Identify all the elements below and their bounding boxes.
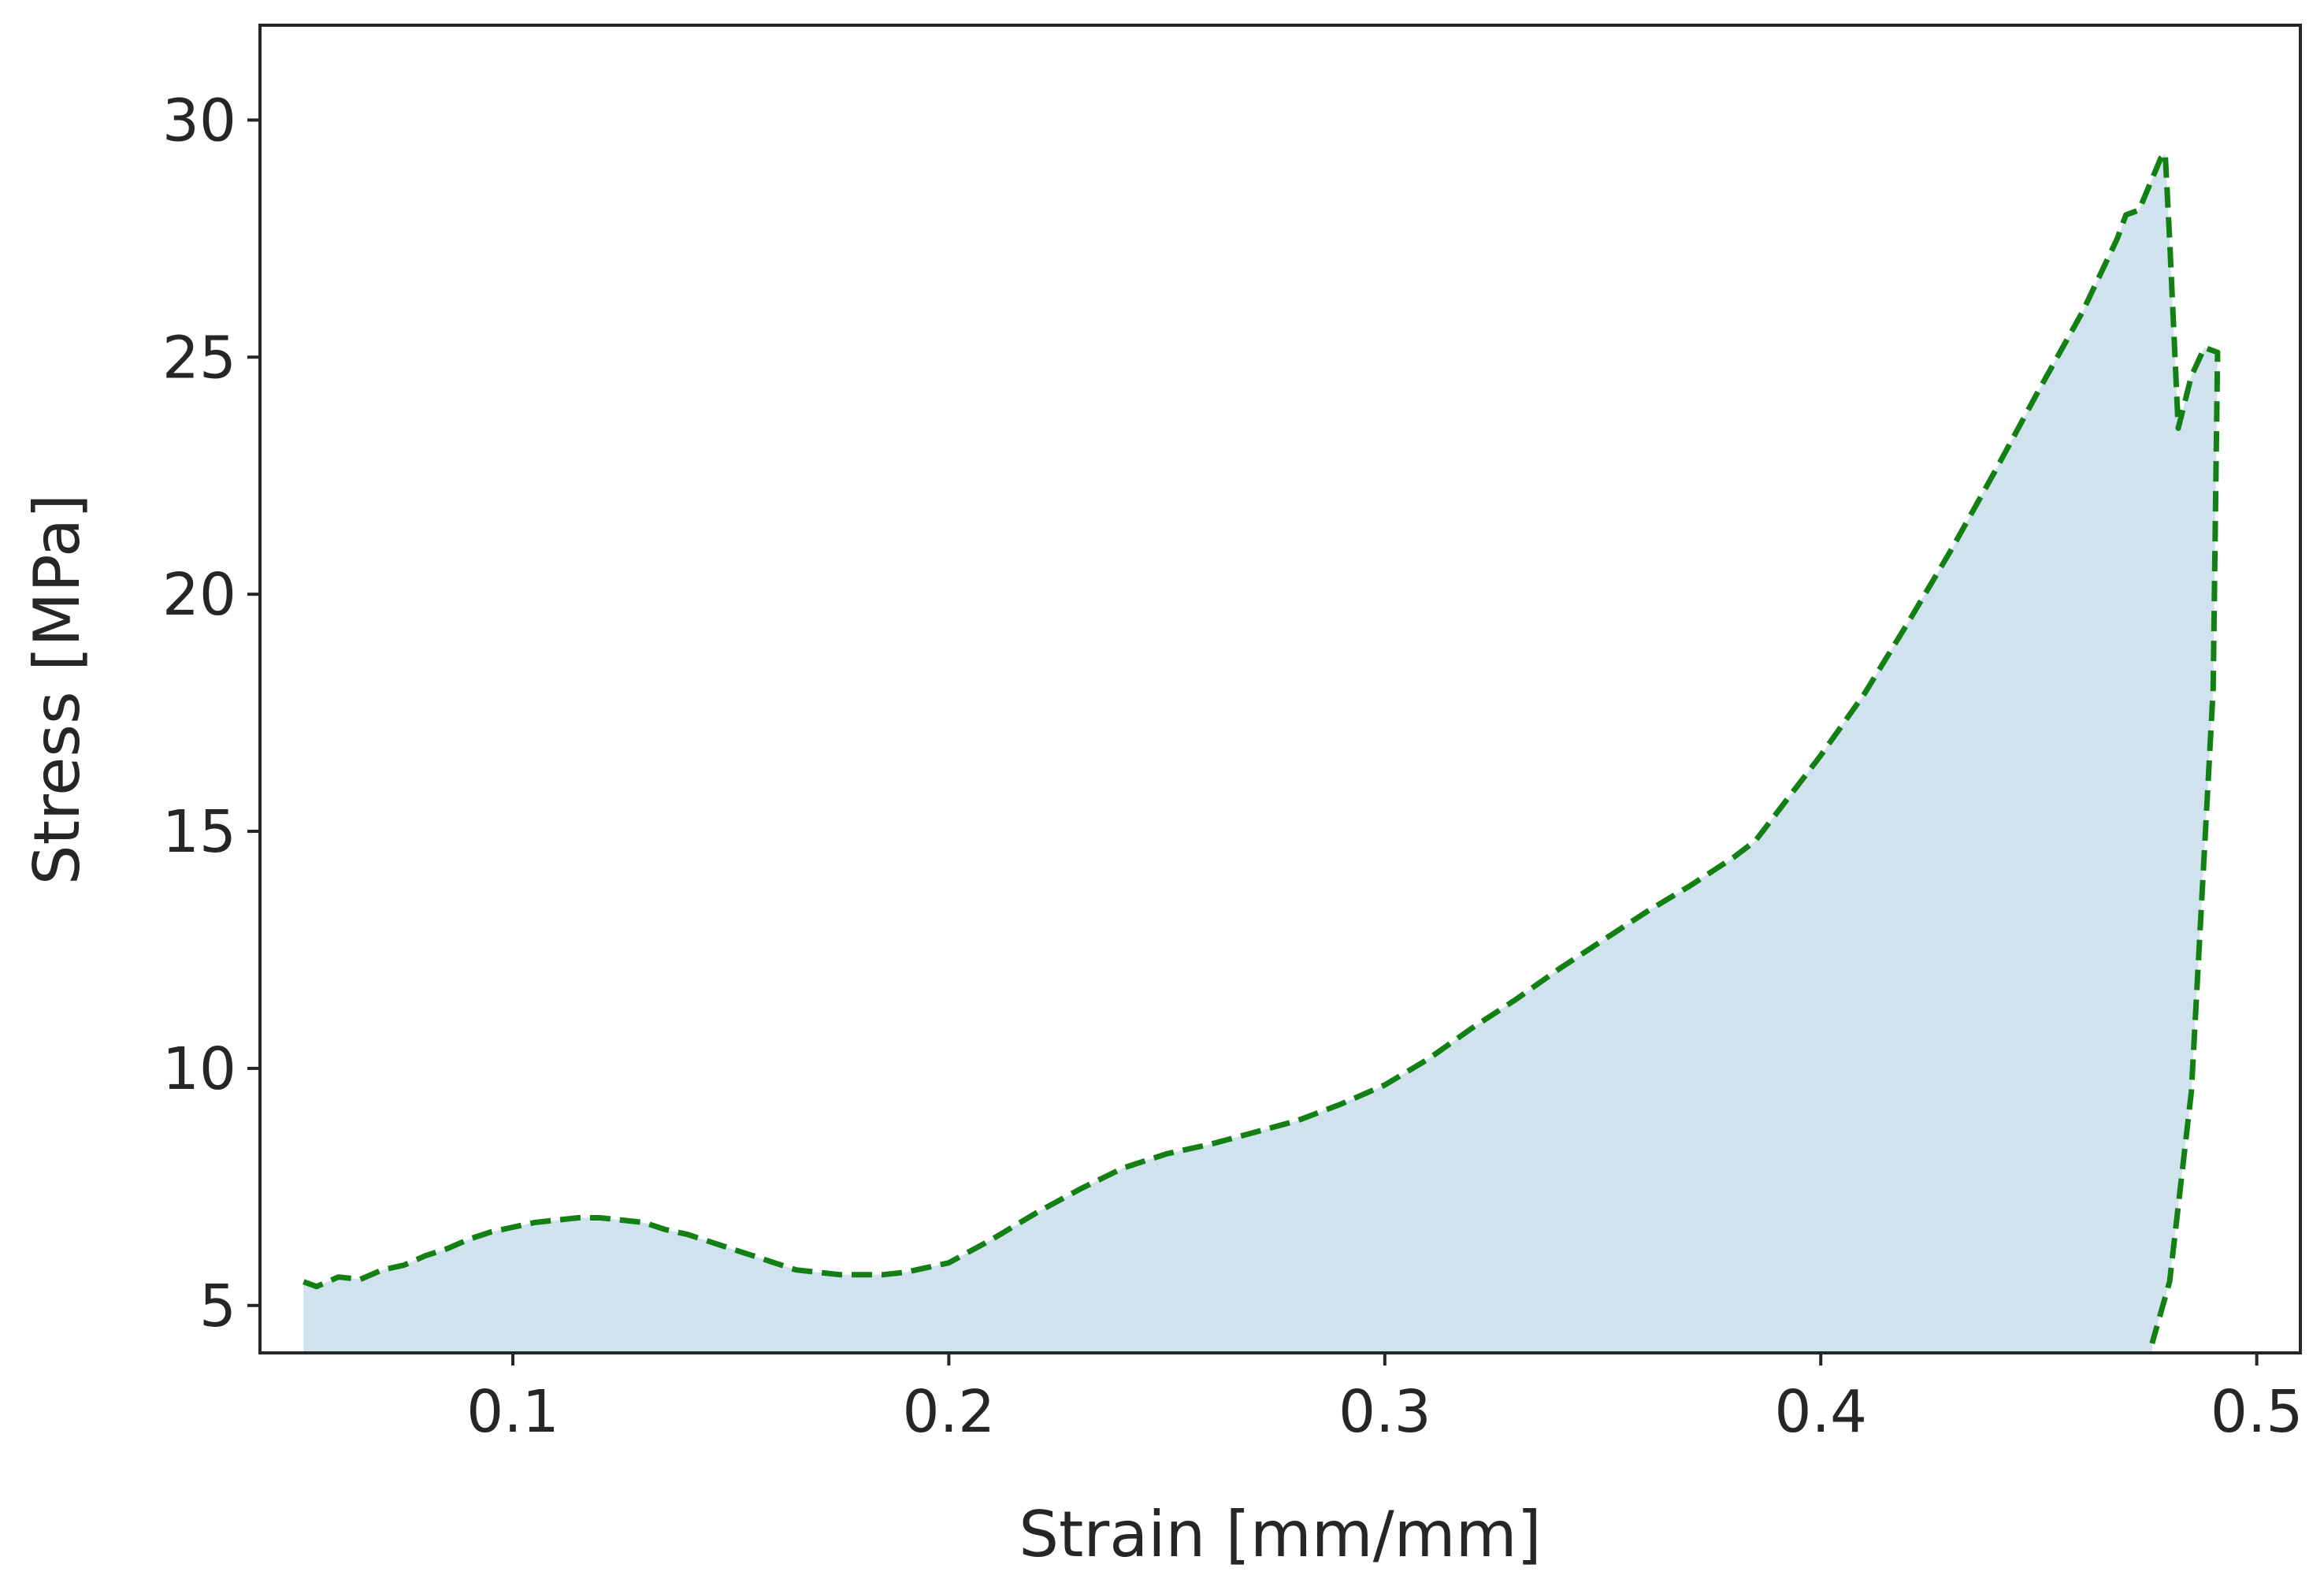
y-tick-label: 5 — [199, 1273, 236, 1340]
x-tick-label: 0.1 — [466, 1378, 559, 1446]
series-line-layer — [303, 150, 2221, 1344]
plot-frame — [258, 24, 2302, 1354]
area-fill-layer — [303, 153, 2218, 1353]
x-axis-label: Strain [mm/mm] — [1019, 1498, 1542, 1571]
y-tick-label: 20 — [162, 561, 236, 629]
y-tick-label: 15 — [162, 798, 236, 866]
y-axis-label: Stress [MPa] — [20, 494, 94, 885]
y-ticks: 5 10 15 20 25 30 — [162, 87, 260, 1340]
y-tick-label: 25 — [162, 324, 236, 392]
y-tick-label: 10 — [162, 1035, 236, 1103]
x-tick-label: 0.2 — [903, 1378, 996, 1446]
series-line-0 — [303, 150, 2221, 1344]
y-tick-label: 30 — [162, 87, 236, 154]
x-tick-label: 0.3 — [1338, 1378, 1431, 1446]
x-tick-label: 0.5 — [2211, 1378, 2304, 1446]
area-fill-series-0 — [303, 153, 2218, 1353]
x-tick-label: 0.4 — [1774, 1378, 1867, 1446]
x-ticks: 0.1 0.2 0.3 0.4 0.5 — [466, 1353, 2304, 1446]
